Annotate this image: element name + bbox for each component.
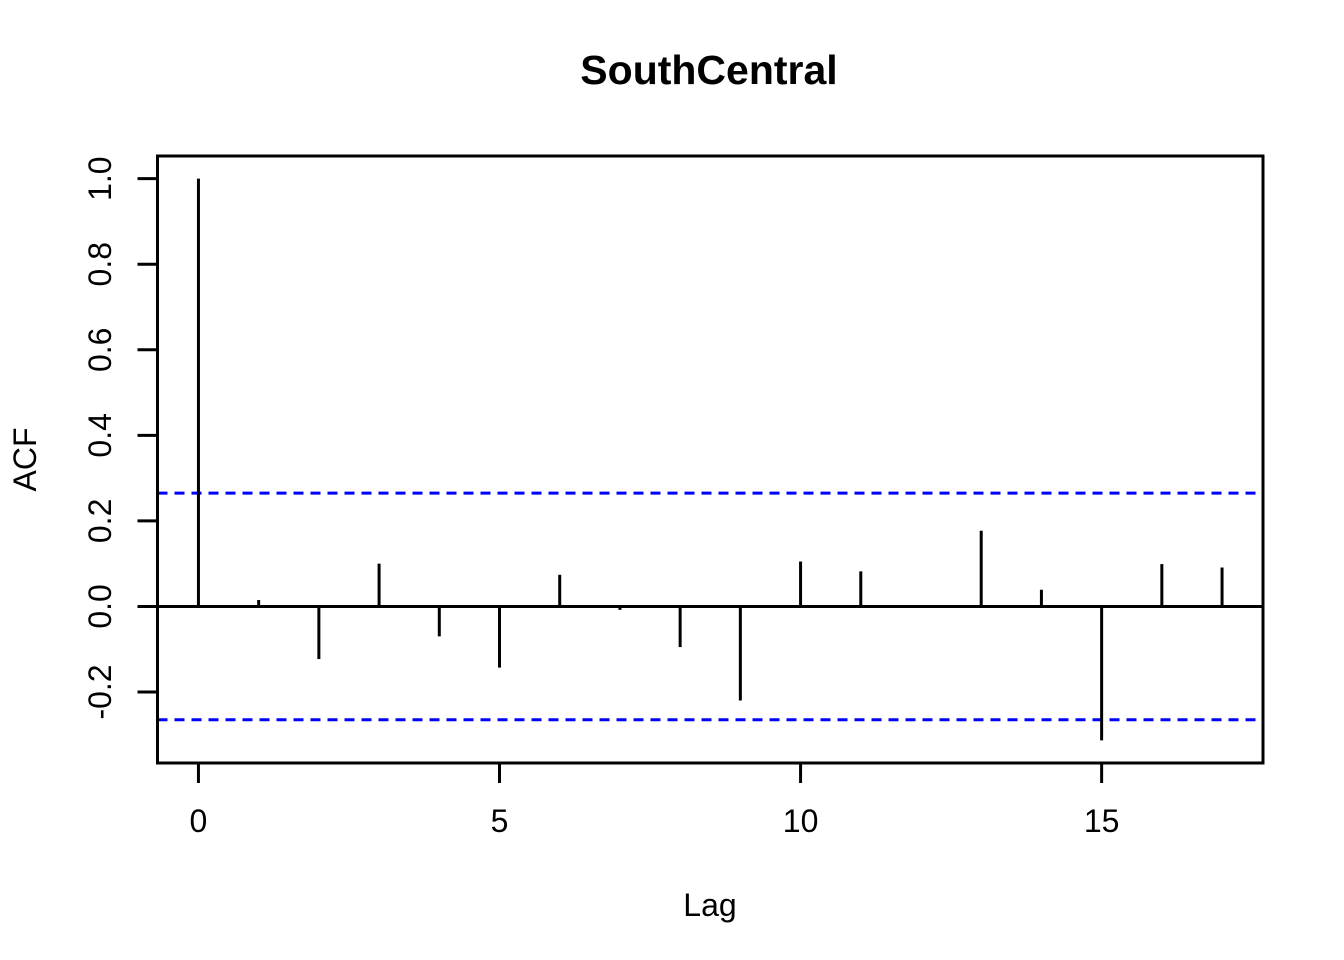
- y-axis-label: ACF: [7, 428, 43, 492]
- x-tick-label-0: 0: [190, 803, 208, 839]
- plot-marks: 0 5 10 15 -0.2 0.0 0.2 0.4 0.6 0.8 1.0: [82, 156, 1263, 839]
- x-tick-label-5: 5: [491, 803, 509, 839]
- y-tick-label-0: 0.0: [82, 584, 118, 628]
- plot-box: [156, 154, 1265, 765]
- y-tick-label-0.4: 0.4: [82, 413, 118, 457]
- chart-title: SouthCentral: [580, 47, 837, 93]
- y-tick-label-1: 1.0: [82, 156, 118, 200]
- x-tick-label-15: 15: [1084, 803, 1120, 839]
- y-tick-label-0.8: 0.8: [82, 242, 118, 286]
- x-tick-label-10: 10: [783, 803, 819, 839]
- y-tick-label--0.2: -0.2: [82, 664, 118, 719]
- y-tick-label-0.2: 0.2: [82, 499, 118, 543]
- y-tick-label-0.6: 0.6: [82, 328, 118, 372]
- x-axis-label: Lag: [683, 887, 736, 923]
